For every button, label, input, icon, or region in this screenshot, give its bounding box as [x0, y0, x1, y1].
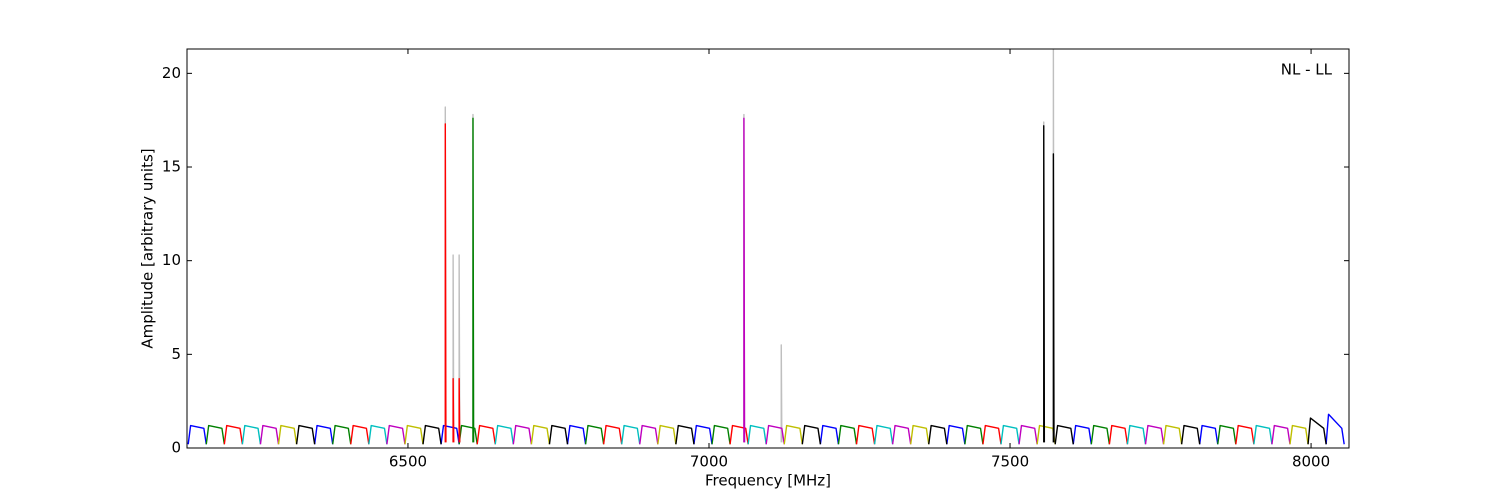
data-line — [444, 49, 1055, 443]
data-line — [205, 424, 1237, 445]
x-tick-label: 8000 — [1292, 453, 1330, 471]
data-line — [444, 123, 461, 443]
plot-frame — [186, 48, 1350, 449]
x-tick-label: 6500 — [389, 453, 427, 471]
annotation: NL - LL — [1281, 61, 1333, 79]
data-line — [472, 117, 475, 443]
y-tick-label: 5 — [171, 345, 181, 363]
y-tick-label: 20 — [162, 64, 181, 82]
data-line — [241, 424, 1273, 445]
data-line — [743, 117, 746, 443]
data-line — [277, 424, 1309, 445]
data-line — [1043, 125, 1055, 443]
x-axis-label: Frequency [MHz] — [705, 472, 831, 490]
x-tick-label: 7500 — [991, 453, 1029, 471]
data-line — [187, 413, 1345, 445]
y-tick-label: 10 — [162, 251, 181, 269]
data-line — [259, 424, 1291, 445]
y-axis-label: Amplitude [arbitrary units] — [139, 148, 157, 348]
data-line — [295, 417, 1327, 445]
y-tick-label: 0 — [171, 439, 181, 457]
data-line — [223, 424, 1255, 445]
x-tick-label: 7000 — [690, 453, 728, 471]
y-tick-label: 15 — [162, 158, 181, 176]
